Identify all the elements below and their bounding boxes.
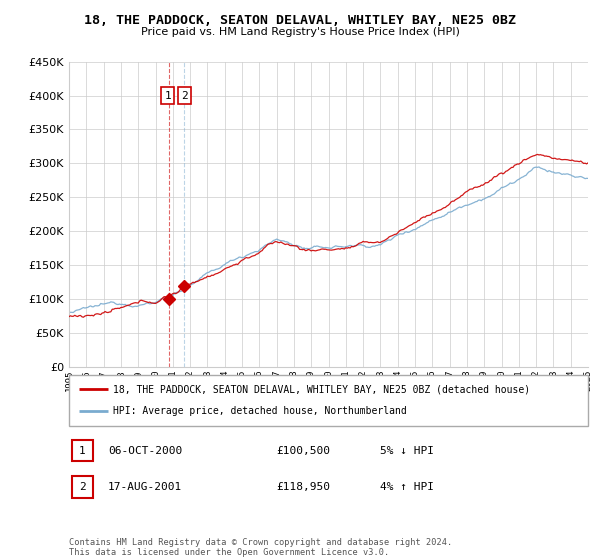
Text: 1: 1 [164,91,171,100]
Text: 17-AUG-2001: 17-AUG-2001 [108,482,182,492]
Text: 4% ↑ HPI: 4% ↑ HPI [380,482,434,492]
Text: £118,950: £118,950 [277,482,331,492]
Text: 06-OCT-2000: 06-OCT-2000 [108,446,182,456]
Text: 5% ↓ HPI: 5% ↓ HPI [380,446,434,456]
Text: Price paid vs. HM Land Registry's House Price Index (HPI): Price paid vs. HM Land Registry's House … [140,27,460,37]
Text: 2: 2 [181,91,188,100]
Text: £100,500: £100,500 [277,446,331,456]
Text: 1: 1 [79,446,86,456]
Text: 18, THE PADDOCK, SEATON DELAVAL, WHITLEY BAY, NE25 0BZ: 18, THE PADDOCK, SEATON DELAVAL, WHITLEY… [84,14,516,27]
FancyBboxPatch shape [71,477,94,497]
Text: Contains HM Land Registry data © Crown copyright and database right 2024.
This d: Contains HM Land Registry data © Crown c… [69,538,452,557]
FancyBboxPatch shape [69,375,588,426]
Text: HPI: Average price, detached house, Northumberland: HPI: Average price, detached house, Nort… [113,407,407,417]
FancyBboxPatch shape [71,440,94,461]
Text: 2: 2 [79,482,86,492]
Text: 18, THE PADDOCK, SEATON DELAVAL, WHITLEY BAY, NE25 0BZ (detached house): 18, THE PADDOCK, SEATON DELAVAL, WHITLEY… [113,384,530,394]
